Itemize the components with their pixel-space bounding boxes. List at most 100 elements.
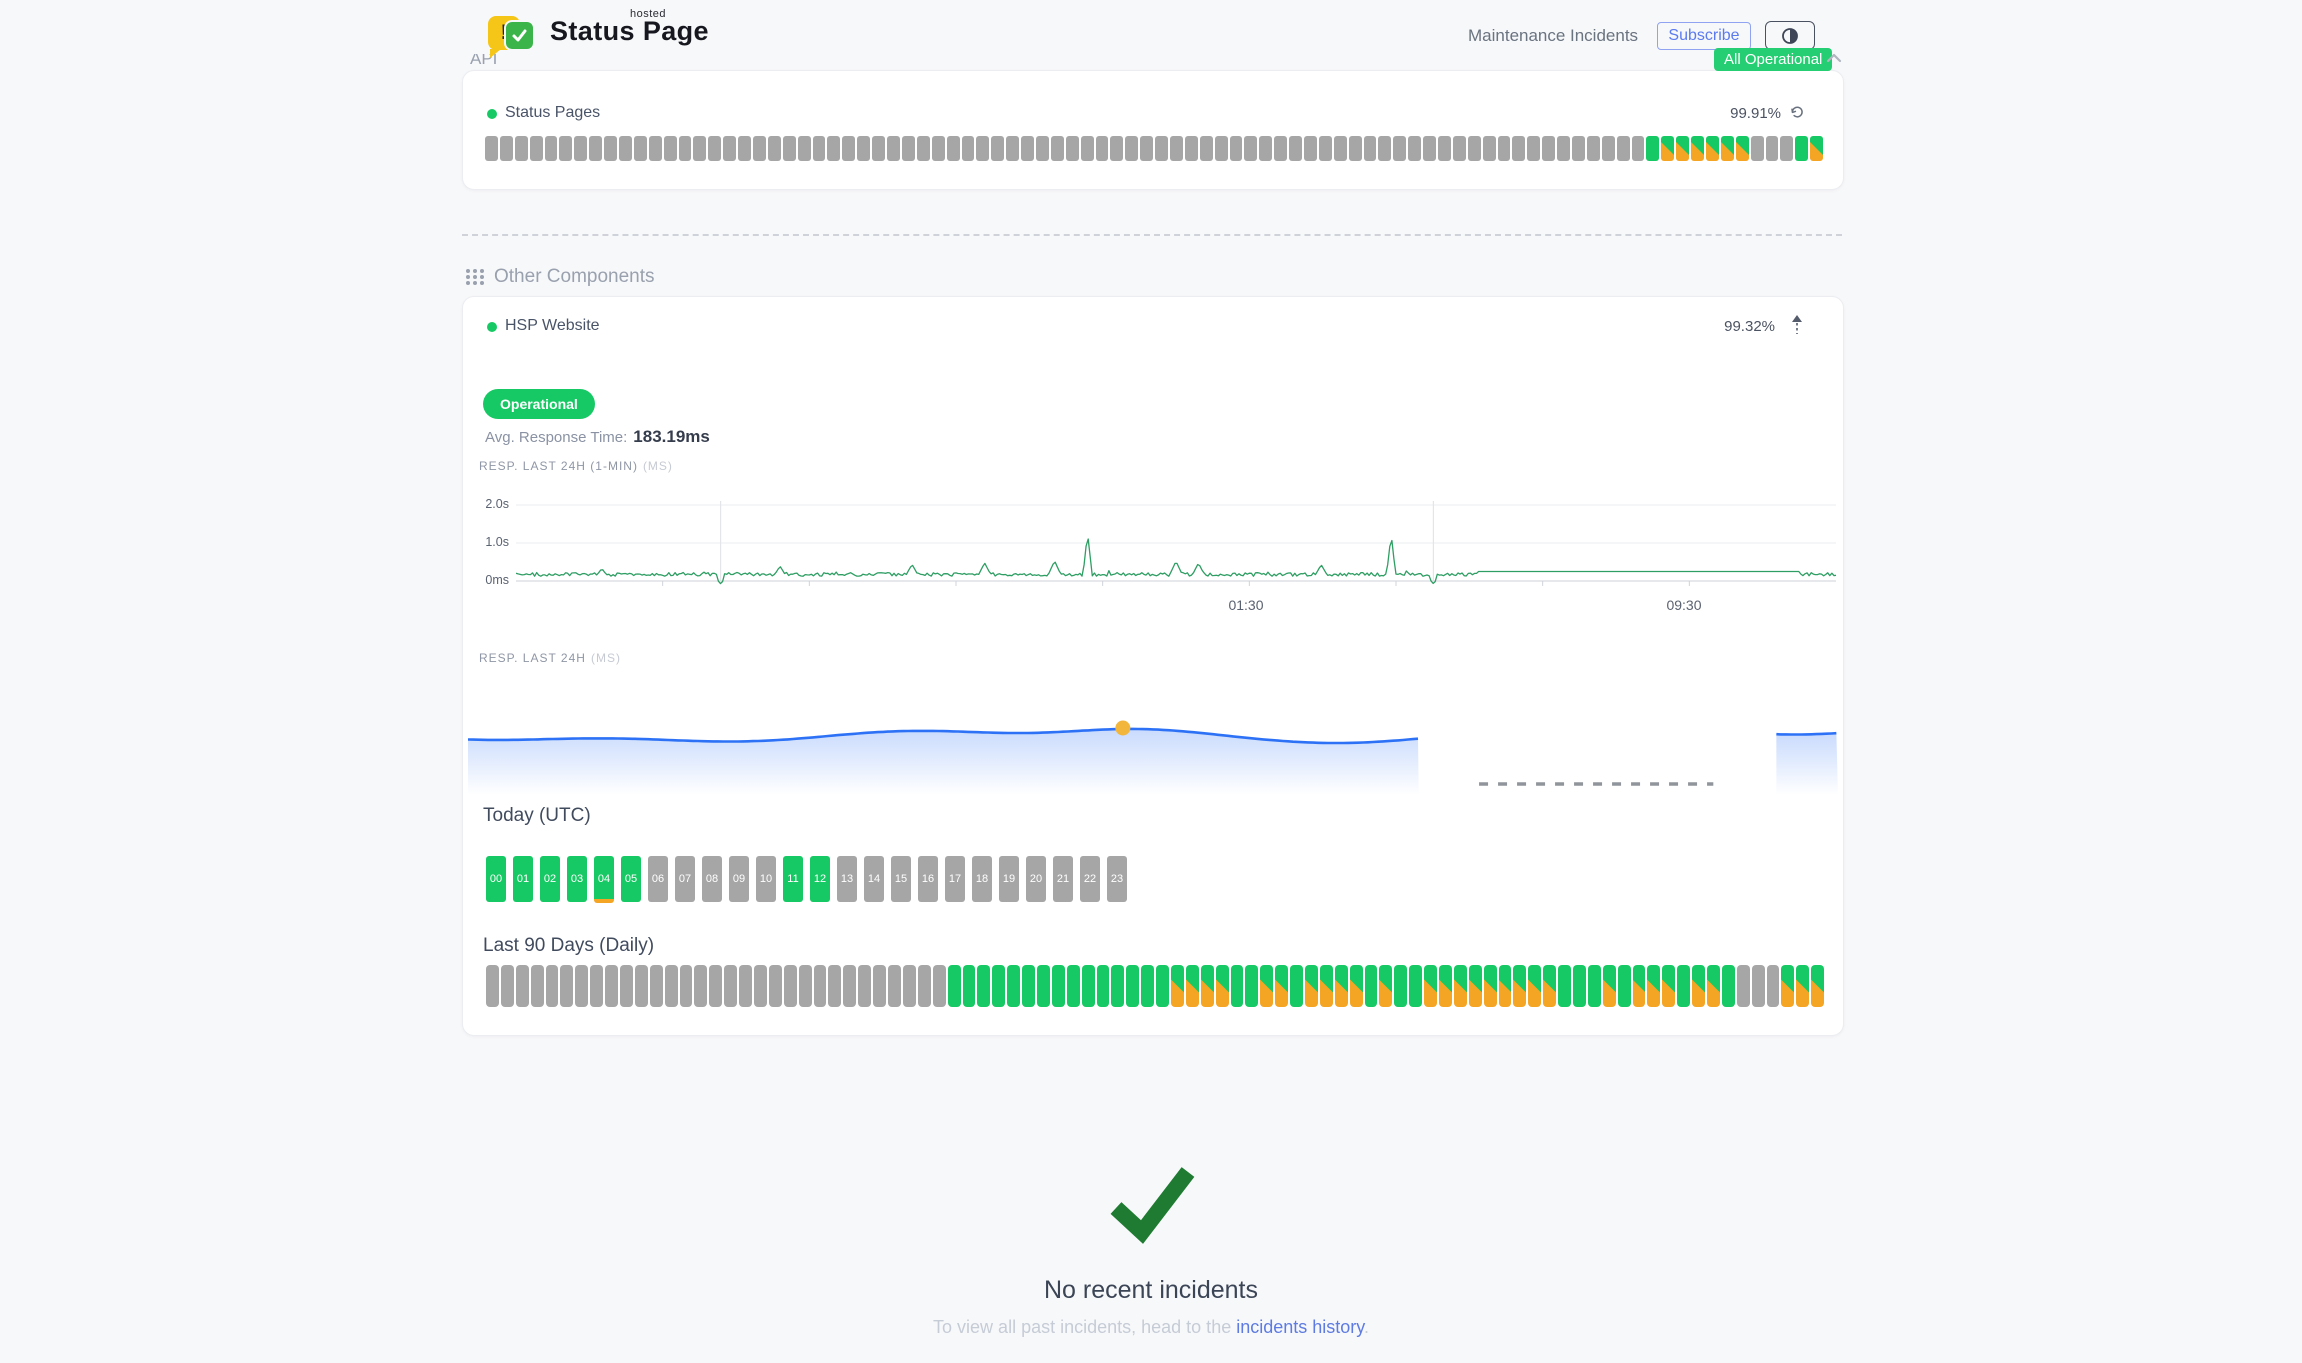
uptime-bar[interactable]	[961, 136, 975, 161]
uptime-bar[interactable]	[559, 136, 573, 161]
daily-uptime-bar[interactable]	[1513, 965, 1527, 1007]
uptime-bar[interactable]	[1765, 136, 1779, 161]
overall-status-badge[interactable]: All Operational	[1714, 48, 1833, 71]
daily-uptime-bar[interactable]	[1260, 965, 1274, 1007]
daily-uptime-bar[interactable]	[1528, 965, 1542, 1007]
daily-uptime-bar[interactable]	[694, 965, 708, 1007]
uptime-bar[interactable]	[1140, 136, 1154, 161]
daily-uptime-bar[interactable]	[1796, 965, 1810, 1007]
uptime-bar[interactable]	[723, 136, 737, 161]
daily-uptime-bar[interactable]	[962, 965, 976, 1007]
daily-uptime-bar[interactable]	[1364, 965, 1378, 1007]
uptime-bar[interactable]	[916, 136, 930, 161]
nav-incidents[interactable]: Incidents	[1570, 26, 1639, 45]
uptime-bar[interactable]	[1274, 136, 1288, 161]
uptime-bar[interactable]	[738, 136, 752, 161]
hour-cell-16[interactable]: 16	[918, 856, 938, 902]
uptime-bar[interactable]	[1512, 136, 1526, 161]
uptime-bar[interactable]	[1184, 136, 1198, 161]
daily-uptime-bar[interactable]	[500, 965, 514, 1007]
uptime-bar[interactable]	[1169, 136, 1183, 161]
uptime-bar[interactable]	[1720, 136, 1734, 161]
daily-uptime-bar[interactable]	[1483, 965, 1497, 1007]
nav-maintenance[interactable]: Maintenance	[1468, 26, 1566, 45]
daily-uptime-bar[interactable]	[1573, 965, 1586, 1007]
daily-uptime-bar[interactable]	[1692, 965, 1706, 1007]
daily-uptime-bar[interactable]	[664, 965, 678, 1007]
daily-uptime-bar[interactable]	[858, 965, 872, 1007]
uptime-bar[interactable]	[1780, 136, 1794, 161]
daily-uptime-bar[interactable]	[1319, 965, 1333, 1007]
daily-uptime-bar[interactable]	[902, 965, 916, 1007]
daily-uptime-bar[interactable]	[575, 965, 589, 1007]
uptime-bar[interactable]	[1393, 136, 1407, 161]
daily-uptime-bar[interactable]	[1662, 965, 1676, 1007]
hour-cell-18[interactable]: 18	[972, 856, 992, 902]
daily-uptime-bar[interactable]	[1602, 965, 1616, 1007]
daily-uptime-bar[interactable]	[1558, 965, 1572, 1007]
daily-uptime-bar[interactable]	[1290, 965, 1303, 1007]
uptime-bar[interactable]	[1542, 136, 1556, 161]
uptime-bar[interactable]	[633, 136, 647, 161]
daily-uptime-bar[interactable]	[1617, 965, 1631, 1007]
uptime-bar[interactable]	[1065, 136, 1079, 161]
daily-uptime-bar[interactable]	[754, 965, 767, 1007]
uptime-bar[interactable]	[574, 136, 588, 161]
uptime-bar[interactable]	[901, 136, 915, 161]
hour-cell-19[interactable]: 19	[999, 856, 1019, 902]
hour-cell-22[interactable]: 22	[1080, 856, 1100, 902]
uptime-bar[interactable]	[1482, 136, 1496, 161]
hour-cell-06[interactable]: 06	[648, 856, 668, 902]
daily-uptime-bar[interactable]	[813, 965, 827, 1007]
daily-uptime-bar[interactable]	[1007, 965, 1021, 1007]
daily-uptime-bar[interactable]	[992, 965, 1006, 1007]
hour-cell-04[interactable]: 04	[594, 856, 614, 903]
uptime-bar[interactable]	[619, 136, 632, 161]
uptime-bar[interactable]	[1661, 136, 1675, 161]
daily-uptime-bar[interactable]	[1721, 965, 1735, 1007]
hour-cell-00[interactable]: 00	[486, 856, 506, 902]
uptime-bar[interactable]	[1229, 136, 1243, 161]
uptime-bar[interactable]	[1691, 136, 1705, 161]
uptime-bar[interactable]	[1572, 136, 1585, 161]
uptime-bar[interactable]	[1125, 136, 1139, 161]
uptime-bar[interactable]	[1810, 136, 1824, 161]
daily-uptime-bar[interactable]	[1781, 965, 1795, 1007]
uptime-bar[interactable]	[514, 136, 528, 161]
daily-uptime-bar[interactable]	[1096, 965, 1110, 1007]
uptime-bar[interactable]	[589, 136, 603, 161]
daily-uptime-bar[interactable]	[1751, 965, 1765, 1007]
uptime-bar[interactable]	[812, 136, 826, 161]
uptime-bar[interactable]	[1601, 136, 1615, 161]
uptime-bar[interactable]	[648, 136, 662, 161]
daily-uptime-bar[interactable]	[1051, 965, 1065, 1007]
daily-uptime-bar[interactable]	[1409, 965, 1423, 1007]
uptime-bar[interactable]	[1438, 136, 1451, 161]
daily-uptime-bar[interactable]	[1498, 965, 1512, 1007]
uptime-bar[interactable]	[1318, 136, 1332, 161]
uptime-bar[interactable]	[1408, 136, 1422, 161]
uptime-bar[interactable]	[1289, 136, 1302, 161]
daily-uptime-bar[interactable]	[515, 965, 529, 1007]
hour-cell-01[interactable]: 01	[513, 856, 533, 902]
chevron-up-icon[interactable]	[1826, 52, 1842, 64]
uptime-bar[interactable]	[1006, 136, 1020, 161]
uptime-bar[interactable]	[1095, 136, 1109, 161]
uptime-bar[interactable]	[693, 136, 707, 161]
uptime-bar[interactable]	[1527, 136, 1541, 161]
uptime-bar[interactable]	[1333, 136, 1347, 161]
daily-uptime-bar[interactable]	[1379, 965, 1393, 1007]
subscribe-button[interactable]: Subscribe	[1657, 22, 1751, 50]
daily-uptime-bar[interactable]	[977, 965, 991, 1007]
daily-uptime-bar[interactable]	[1170, 965, 1184, 1007]
uptime-bar[interactable]	[857, 136, 871, 161]
uptime-bar[interactable]	[1050, 136, 1064, 161]
hour-cell-21[interactable]: 21	[1053, 856, 1073, 902]
uptime-bar[interactable]	[1244, 136, 1258, 161]
hour-cell-15[interactable]: 15	[891, 856, 911, 902]
uptime-bar[interactable]	[485, 136, 498, 161]
daily-uptime-bar[interactable]	[1275, 965, 1289, 1007]
uptime-bar[interactable]	[1735, 136, 1749, 161]
daily-uptime-bar[interactable]	[1141, 965, 1155, 1007]
daily-uptime-bar[interactable]	[783, 965, 797, 1007]
